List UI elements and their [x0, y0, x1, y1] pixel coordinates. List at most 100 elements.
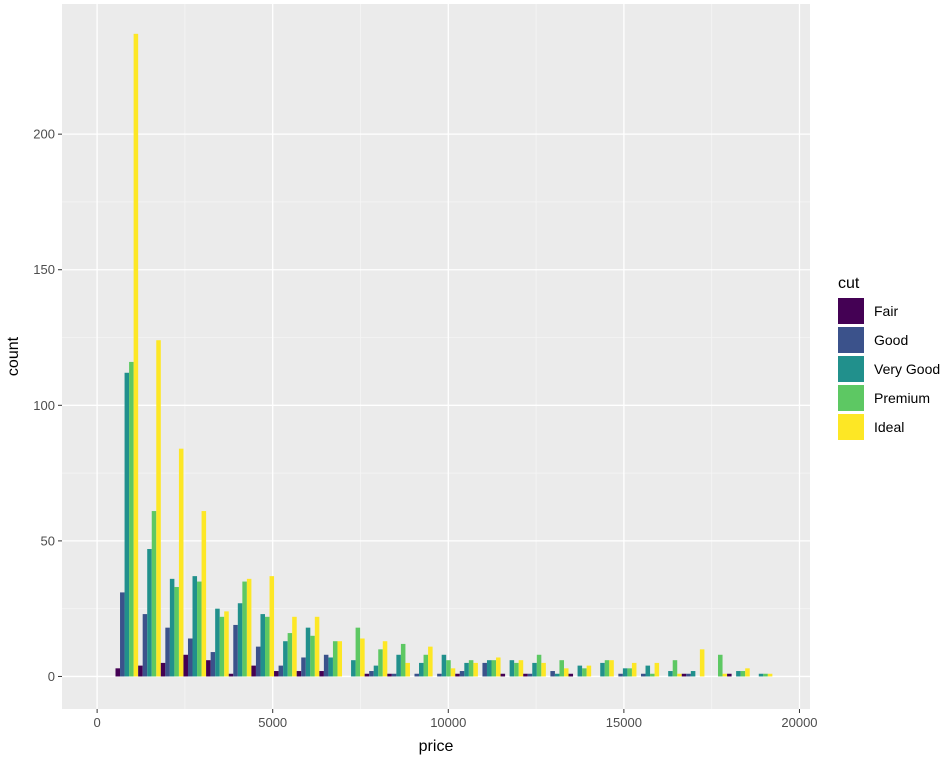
- bar: [378, 649, 383, 677]
- x-tick-label: 15000: [606, 715, 642, 730]
- bar: [142, 614, 148, 677]
- bar: [278, 665, 284, 677]
- bar: [618, 673, 623, 677]
- bar: [586, 665, 592, 677]
- bar: [736, 671, 741, 677]
- legend-label: Very Good: [874, 361, 940, 377]
- histogram-bars: [115, 33, 773, 677]
- bar: [156, 340, 161, 677]
- bar: [604, 660, 610, 677]
- legend-label: Premium: [874, 390, 930, 406]
- bar: [355, 627, 361, 677]
- bar: [120, 592, 125, 677]
- bar: [722, 673, 728, 677]
- legend-key: [838, 356, 864, 382]
- bar: [210, 652, 216, 677]
- bar: [219, 616, 225, 677]
- bar: [255, 646, 261, 677]
- bar: [292, 616, 297, 677]
- bar: [197, 581, 202, 677]
- x-axis: 0 5000 10000 15000 20000: [94, 709, 818, 730]
- bar: [441, 654, 447, 677]
- bar: [536, 654, 542, 677]
- bar: [192, 576, 198, 677]
- legend-items: Fair Good Very Good Premium Ideal: [838, 298, 940, 440]
- bar: [541, 662, 546, 677]
- bar: [133, 33, 139, 677]
- bar: [745, 668, 750, 677]
- bar: [301, 657, 306, 677]
- bar: [237, 603, 243, 677]
- bar: [396, 654, 401, 677]
- legend-title: cut: [838, 275, 860, 292]
- bar: [269, 576, 275, 677]
- bar: [428, 646, 433, 677]
- y-axis-title: count: [5, 336, 22, 376]
- legend: cut Fair Good Very Good Premium Ideal: [838, 275, 940, 440]
- bar: [305, 627, 311, 677]
- bar: [178, 448, 184, 677]
- bar: [138, 665, 143, 677]
- bar: [364, 673, 370, 677]
- bar: [274, 671, 279, 677]
- bar: [165, 627, 170, 677]
- bar: [201, 511, 207, 677]
- bar: [727, 673, 732, 677]
- bar: [337, 641, 343, 677]
- bar: [455, 673, 460, 677]
- bar: [677, 673, 682, 677]
- bar: [690, 671, 696, 677]
- bar: [523, 673, 528, 677]
- bar: [568, 673, 574, 677]
- x-axis-title: price: [419, 738, 454, 755]
- bar: [554, 673, 560, 677]
- bar: [319, 671, 324, 677]
- legend-label: Ideal: [874, 419, 904, 435]
- bar: [622, 668, 628, 677]
- bar: [450, 668, 456, 677]
- bar: [763, 673, 768, 677]
- bar: [419, 662, 424, 677]
- bar: [260, 614, 265, 677]
- minor-gridlines: [62, 4, 810, 709]
- bar: [264, 616, 270, 677]
- bar: [360, 638, 365, 677]
- bar: [518, 660, 524, 677]
- x-tick-label: 10000: [430, 715, 466, 730]
- legend-key: [838, 327, 864, 353]
- bar: [174, 586, 179, 677]
- bar: [550, 671, 555, 677]
- bar: [473, 662, 478, 677]
- y-tick-label: 200: [33, 127, 55, 142]
- bar: [582, 668, 587, 677]
- bar: [491, 660, 497, 677]
- x-tick-label: 5000: [258, 715, 287, 730]
- bar: [400, 643, 406, 677]
- bar: [115, 668, 121, 677]
- bar: [296, 671, 302, 677]
- legend-label: Fair: [874, 303, 898, 319]
- bar: [224, 611, 229, 677]
- bar: [459, 671, 465, 677]
- bar: [373, 665, 379, 677]
- bar: [310, 635, 315, 677]
- bar: [283, 641, 288, 677]
- bar: [124, 372, 130, 677]
- y-tick-label: 50: [41, 533, 55, 548]
- bar: [509, 660, 515, 677]
- bar: [328, 657, 333, 677]
- bar: [758, 673, 764, 677]
- bar: [654, 662, 660, 677]
- bar: [645, 665, 651, 677]
- bar: [382, 641, 388, 677]
- bar: [160, 662, 166, 677]
- bar: [496, 657, 501, 677]
- bar: [668, 671, 673, 677]
- bar: [527, 673, 533, 677]
- bar: [718, 654, 723, 677]
- bar: [387, 673, 392, 677]
- bar: [650, 673, 655, 677]
- bar: [532, 662, 537, 677]
- bar: [351, 660, 356, 677]
